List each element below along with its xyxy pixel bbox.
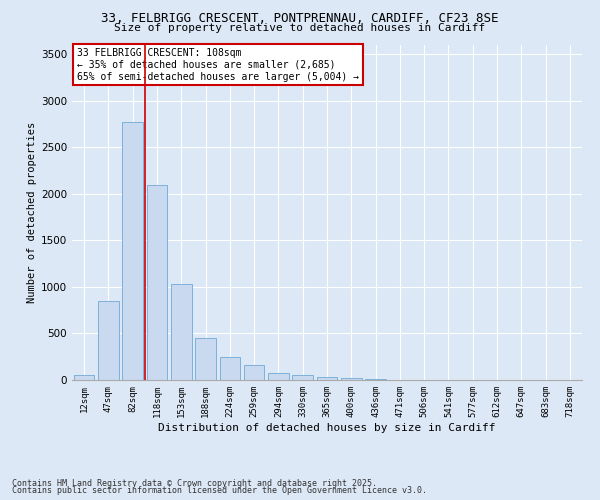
Text: 33 FELBRIGG CRESCENT: 108sqm
← 35% of detached houses are smaller (2,685)
65% of: 33 FELBRIGG CRESCENT: 108sqm ← 35% of de… [77, 48, 359, 82]
Text: Size of property relative to detached houses in Cardiff: Size of property relative to detached ho… [115, 23, 485, 33]
Bar [171, 284, 191, 380]
Bar [365, 379, 386, 380]
Bar [244, 365, 265, 380]
Bar [220, 356, 240, 380]
X-axis label: Distribution of detached houses by size in Cardiff: Distribution of detached houses by size … [158, 422, 496, 432]
Bar [268, 374, 289, 380]
Y-axis label: Number of detached properties: Number of detached properties [27, 122, 37, 303]
Bar [122, 122, 143, 380]
Text: Contains HM Land Registry data © Crown copyright and database right 2025.: Contains HM Land Registry data © Crown c… [12, 478, 377, 488]
Text: 33, FELBRIGG CRESCENT, PONTPRENNAU, CARDIFF, CF23 8SE: 33, FELBRIGG CRESCENT, PONTPRENNAU, CARD… [101, 12, 499, 26]
Bar [292, 376, 313, 380]
Bar [317, 376, 337, 380]
Bar [146, 184, 167, 380]
Bar [98, 301, 119, 380]
Bar [341, 378, 362, 380]
Bar [195, 338, 216, 380]
Text: Contains public sector information licensed under the Open Government Licence v3: Contains public sector information licen… [12, 486, 427, 495]
Bar [74, 376, 94, 380]
